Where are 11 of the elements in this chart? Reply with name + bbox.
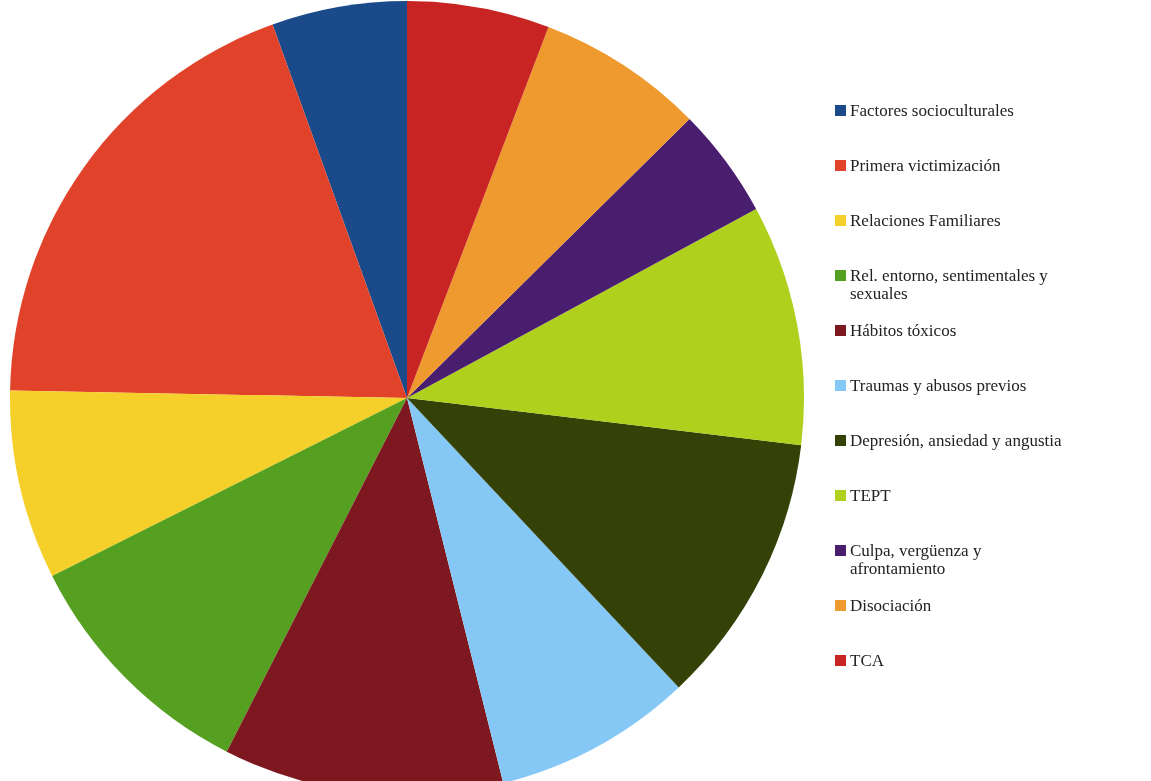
legend-label: Culpa, vergüenza y afrontamiento [850, 541, 982, 578]
legend-label: Hábitos tóxicos [850, 321, 957, 340]
legend-label: Primera victimización [850, 156, 1002, 175]
legend-label: Relaciones Familiares [850, 211, 1001, 230]
legend-label: Depresión, ansiedad y angustia [850, 431, 1062, 450]
legend-label: Traumas y abusos previos [850, 376, 1027, 395]
legend-label: Rel. entorno, sentimentales y sexuales [850, 266, 1049, 303]
legend-label: Factores socioculturales [850, 101, 1014, 120]
legend-label: Disociación [850, 596, 932, 615]
legend-label: TCA [850, 651, 885, 670]
legend-label: TEPT [850, 486, 892, 505]
